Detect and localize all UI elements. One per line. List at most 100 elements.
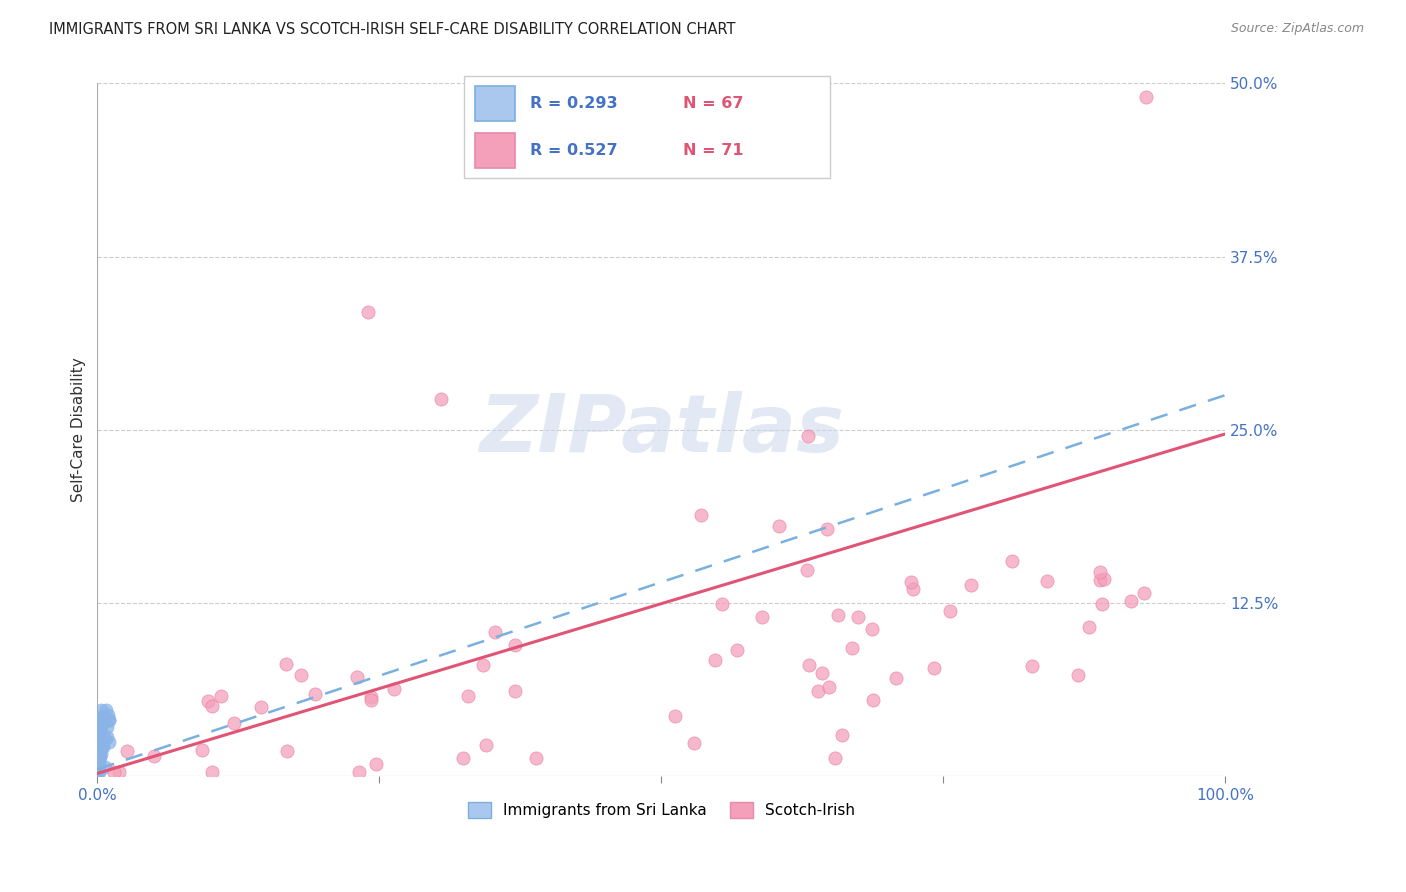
Point xyxy=(89,711,111,725)
Point xyxy=(91,733,114,747)
Text: R = 0.293: R = 0.293 xyxy=(530,96,617,111)
Text: R = 0.527: R = 0.527 xyxy=(530,144,617,158)
Point xyxy=(209,689,232,703)
Text: Source: ZipAtlas.com: Source: ZipAtlas.com xyxy=(1230,22,1364,36)
Point xyxy=(87,729,110,743)
Point xyxy=(89,722,111,736)
Point xyxy=(922,661,945,675)
Point xyxy=(96,730,118,744)
Point xyxy=(725,643,748,657)
Point xyxy=(472,657,495,672)
Point xyxy=(474,738,496,752)
Point xyxy=(87,756,110,770)
Point xyxy=(87,723,110,737)
Point xyxy=(87,725,110,739)
Point xyxy=(831,727,853,741)
Point xyxy=(1021,658,1043,673)
Point xyxy=(87,731,110,746)
Point xyxy=(903,582,925,596)
Point xyxy=(115,744,138,758)
Point xyxy=(503,638,526,652)
Point xyxy=(87,741,110,756)
Point xyxy=(382,682,405,697)
Point xyxy=(89,732,111,747)
Point xyxy=(846,609,869,624)
Point xyxy=(89,739,111,753)
Point xyxy=(87,747,110,762)
Point xyxy=(87,764,110,779)
Point xyxy=(87,743,110,757)
Point xyxy=(87,753,110,767)
Point xyxy=(89,729,111,743)
Point xyxy=(884,671,907,685)
Point xyxy=(87,748,110,763)
Point xyxy=(89,747,111,761)
FancyBboxPatch shape xyxy=(475,87,515,121)
Point xyxy=(939,604,962,618)
Point xyxy=(457,689,479,703)
Point xyxy=(751,610,773,624)
Point xyxy=(89,749,111,764)
Point xyxy=(87,739,110,753)
Point xyxy=(815,522,838,536)
Text: N = 71: N = 71 xyxy=(683,144,744,158)
Point xyxy=(201,764,224,779)
Point xyxy=(94,732,117,747)
Point xyxy=(862,693,884,707)
Point xyxy=(1088,566,1111,580)
Point xyxy=(87,715,110,730)
Point xyxy=(98,735,121,749)
Point xyxy=(97,713,120,727)
Point xyxy=(810,665,832,680)
Point xyxy=(360,693,382,707)
Point xyxy=(1078,620,1101,634)
Point xyxy=(347,764,370,779)
Point xyxy=(89,737,111,751)
Point xyxy=(87,763,110,777)
Point xyxy=(1001,554,1024,568)
Point xyxy=(87,741,110,756)
Point xyxy=(91,711,114,725)
Point xyxy=(276,744,298,758)
Point xyxy=(827,607,849,622)
Point xyxy=(89,741,111,756)
Text: IMMIGRANTS FROM SRI LANKA VS SCOTCH-IRISH SELF-CARE DISABILITY CORRELATION CHART: IMMIGRANTS FROM SRI LANKA VS SCOTCH-IRIS… xyxy=(49,22,735,37)
Text: N = 67: N = 67 xyxy=(683,96,744,111)
FancyBboxPatch shape xyxy=(464,76,830,178)
Point xyxy=(796,562,818,576)
Point xyxy=(430,392,453,407)
Point xyxy=(200,699,222,714)
Point xyxy=(249,699,271,714)
Point xyxy=(1090,573,1112,587)
Point xyxy=(797,429,820,443)
Point xyxy=(276,657,298,671)
Point xyxy=(107,764,129,779)
Point xyxy=(711,597,734,611)
Point xyxy=(1135,90,1157,104)
Point xyxy=(1067,668,1090,682)
Point xyxy=(900,575,922,590)
Point xyxy=(87,742,110,756)
Point xyxy=(87,732,110,747)
Point xyxy=(87,764,110,779)
Point xyxy=(824,751,846,765)
Text: ZIPatlas: ZIPatlas xyxy=(479,391,844,469)
Point xyxy=(89,743,111,757)
Point xyxy=(797,657,820,672)
Point xyxy=(860,622,883,636)
Point xyxy=(959,578,981,592)
Point xyxy=(87,721,110,735)
Point xyxy=(87,726,110,740)
Point xyxy=(87,732,110,747)
Point xyxy=(524,751,547,765)
Point xyxy=(451,751,474,765)
Point xyxy=(87,738,110,752)
Point xyxy=(90,717,112,731)
Point xyxy=(87,732,110,747)
Point xyxy=(503,684,526,698)
Point xyxy=(87,736,110,750)
Point xyxy=(90,703,112,717)
Legend: Immigrants from Sri Lanka, Scotch-Irish: Immigrants from Sri Lanka, Scotch-Irish xyxy=(461,796,860,824)
Point xyxy=(222,716,245,731)
Point xyxy=(357,305,380,319)
